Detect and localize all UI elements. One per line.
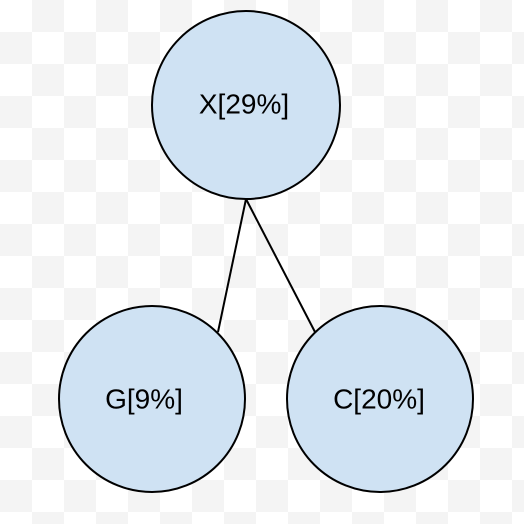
edge-x-to-c [245, 198, 316, 333]
node-g-label: G[9%] [105, 383, 183, 414]
edge-x-to-g [217, 198, 247, 333]
node-x: X[29%] [151, 10, 341, 200]
node-c-circle [286, 305, 474, 493]
node-x-circle [151, 10, 341, 200]
node-x-label: X[29%] [199, 88, 289, 119]
node-g: G[9%] [58, 305, 246, 493]
node-g-circle [58, 305, 246, 493]
node-c-label: C[20%] [333, 383, 425, 414]
node-c: C[20%] [286, 305, 474, 493]
